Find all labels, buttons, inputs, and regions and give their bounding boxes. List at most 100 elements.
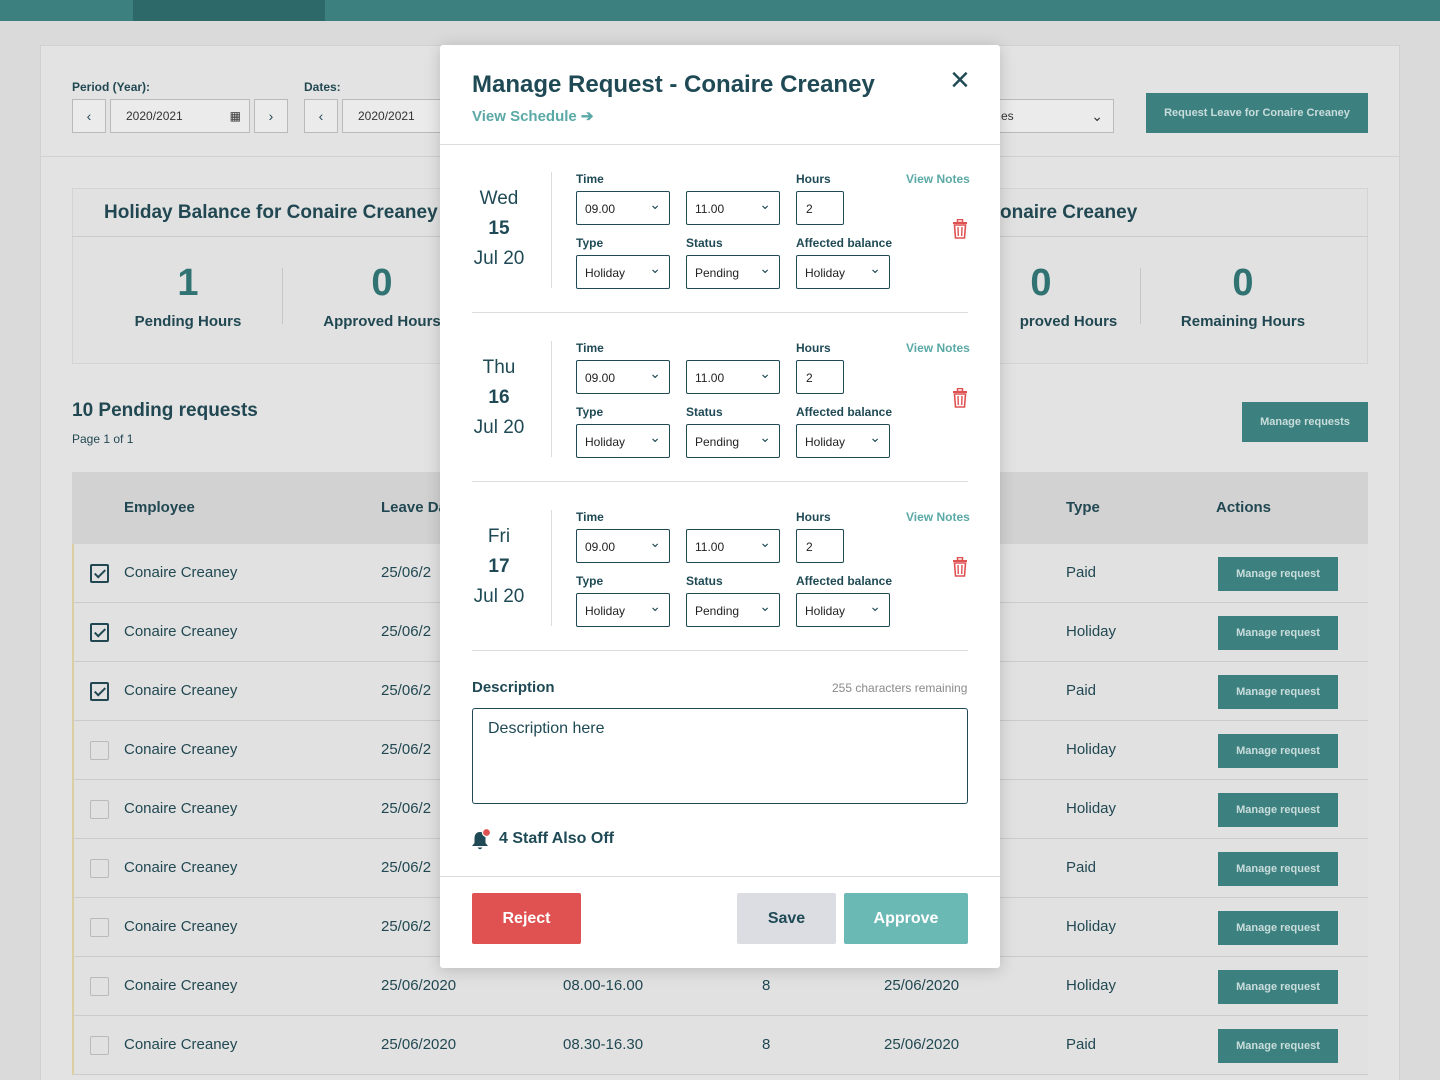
divider	[1140, 268, 1141, 324]
trash-icon[interactable]	[952, 556, 968, 577]
select-value: 11.00	[695, 371, 725, 385]
period-next-button[interactable]: ›	[254, 99, 288, 133]
manage-request-button[interactable]: Manage request	[1218, 675, 1338, 709]
select-value: Pending	[695, 266, 740, 280]
manage-request-button[interactable]: Manage request	[1218, 1029, 1338, 1063]
time-from-select[interactable]: 09.00 ⌄	[576, 360, 670, 394]
type-select[interactable]: Holiday ⌄	[576, 424, 670, 458]
leave-date: 25/06/2020	[381, 1036, 457, 1053]
row-checkbox[interactable]	[90, 623, 109, 642]
row-checkbox[interactable]	[90, 741, 109, 760]
request-leave-button[interactable]: Request Leave for Conaire Creaney	[1146, 93, 1368, 133]
table-row[interactable]: Conaire Creaney 25/06/2020 08.00-16.00 8 25/…	[72, 957, 1368, 1016]
row-checkbox[interactable]	[90, 800, 109, 819]
time-from-select[interactable]: 09.00 ⌄	[576, 191, 670, 225]
approve-button[interactable]: Approve	[844, 893, 968, 944]
stat-value: 1	[177, 262, 199, 304]
leave-type: Paid	[1066, 682, 1097, 699]
chevron-down-icon: ⌄	[759, 196, 771, 212]
leave-type: Holiday	[1066, 741, 1117, 758]
type-select[interactable]: Holiday ⌄	[576, 593, 670, 627]
select-value: Holiday	[585, 435, 626, 449]
time-label: Time	[576, 341, 604, 355]
filter-select[interactable]: es ⌄	[990, 99, 1114, 133]
period-prev-button[interactable]: ‹	[72, 99, 106, 133]
manage-request-button[interactable]: Manage request	[1218, 793, 1338, 827]
hours-input[interactable]: 2	[796, 191, 844, 225]
page-info: Page 1 of 1	[72, 432, 134, 446]
close-icon[interactable]: ×	[950, 61, 970, 99]
status-select[interactable]: Pending ⌄	[686, 255, 780, 289]
leave-time: 08.30-16.30	[563, 1036, 644, 1053]
leave-date: 25/06/2	[381, 564, 432, 581]
manage-requests-button[interactable]: Manage requests	[1242, 402, 1368, 442]
chevron-down-icon: ⌄	[869, 598, 881, 614]
affected-balance-select[interactable]: Holiday ⌄	[796, 424, 890, 458]
time-from-select[interactable]: 09.00 ⌄	[576, 529, 670, 563]
leave-date: 25/06/2	[381, 682, 432, 699]
time-to-select[interactable]: 11.00 ⌄	[686, 529, 780, 563]
row-checkbox[interactable]	[90, 564, 109, 583]
chevron-down-icon: ⌄	[759, 365, 771, 381]
manage-request-button[interactable]: Manage request	[1218, 557, 1338, 591]
row-checkbox[interactable]	[90, 918, 109, 937]
active-nav-tab[interactable]	[133, 0, 325, 21]
hours-input[interactable]: 2	[796, 529, 844, 563]
period-value: 2020/2021	[126, 109, 183, 123]
manage-request-button[interactable]: Manage request	[1218, 734, 1338, 768]
row-checkbox[interactable]	[90, 1036, 109, 1055]
row-checkbox[interactable]	[90, 682, 109, 701]
day-date: Thu 16 Jul 20	[472, 357, 526, 439]
select-value: Holiday	[805, 604, 846, 618]
leave-time: 08.00-16.00	[563, 977, 644, 994]
status-label: Status	[686, 405, 723, 419]
bell-icon	[472, 828, 491, 850]
column-employee[interactable]: Employee	[124, 499, 195, 516]
type-select[interactable]: Holiday ⌄	[576, 255, 670, 289]
chevron-down-icon: ⌄	[649, 534, 661, 550]
hours-input[interactable]: 2	[796, 360, 844, 394]
leave-date: 25/06/2	[381, 623, 432, 640]
view-notes-link[interactable]: View Notes	[906, 341, 970, 355]
trash-icon[interactable]	[952, 387, 968, 408]
employee-name: Conaire Creaney	[124, 859, 238, 876]
manage-request-button[interactable]: Manage request	[1218, 911, 1338, 945]
time-to-select[interactable]: 11.00 ⌄	[686, 360, 780, 394]
column-leave-date[interactable]: Leave Da	[381, 499, 447, 516]
affected-balance-select[interactable]: Holiday ⌄	[796, 255, 890, 289]
dates-picker[interactable]: 2020/2021	[342, 99, 442, 133]
staff-also-off[interactable]: 4 Staff Also Off	[499, 830, 614, 847]
chevron-down-icon: ⌄	[649, 429, 661, 445]
column-type[interactable]: Type	[1066, 499, 1100, 516]
time-to-select[interactable]: 11.00 ⌄	[686, 191, 780, 225]
manage-request-button[interactable]: Manage request	[1218, 616, 1338, 650]
hours-label: Hours	[796, 172, 831, 186]
status-select[interactable]: Pending ⌄	[686, 424, 780, 458]
reject-button[interactable]: Reject	[472, 893, 581, 944]
table-row[interactable]: Conaire Creaney 25/06/2020 08.30-16.30 8 25/…	[72, 1016, 1368, 1075]
stat-value: 0	[1232, 262, 1254, 304]
affected-balance-select[interactable]: Holiday ⌄	[796, 593, 890, 627]
dates-prev-button[interactable]: ‹	[304, 99, 338, 133]
leave-hours: 8	[762, 977, 771, 994]
description-textarea[interactable]: Description here	[472, 708, 968, 804]
trash-icon[interactable]	[952, 218, 968, 239]
view-notes-link[interactable]: View Notes	[906, 172, 970, 186]
row-checkbox[interactable]	[90, 977, 109, 996]
view-schedule-link[interactable]: View Schedule ➔	[472, 108, 594, 125]
period-picker[interactable]: 2020/2021 ▦	[110, 99, 250, 133]
employee-name: Conaire Creaney	[124, 918, 238, 935]
stat-value: 0	[371, 262, 393, 304]
leave-date: 25/06/2	[381, 741, 432, 758]
status-select[interactable]: Pending ⌄	[686, 593, 780, 627]
save-button[interactable]: Save	[737, 893, 836, 944]
manage-request-button[interactable]: Manage request	[1218, 970, 1338, 1004]
employee-name: Conaire Creaney	[124, 977, 238, 994]
type-label: Type	[576, 574, 604, 588]
time-label: Time	[576, 172, 604, 186]
row-checkbox[interactable]	[90, 859, 109, 878]
view-notes-link[interactable]: View Notes	[906, 510, 970, 524]
divider	[440, 144, 1000, 145]
day-number: 15	[488, 218, 510, 239]
manage-request-button[interactable]: Manage request	[1218, 852, 1338, 886]
